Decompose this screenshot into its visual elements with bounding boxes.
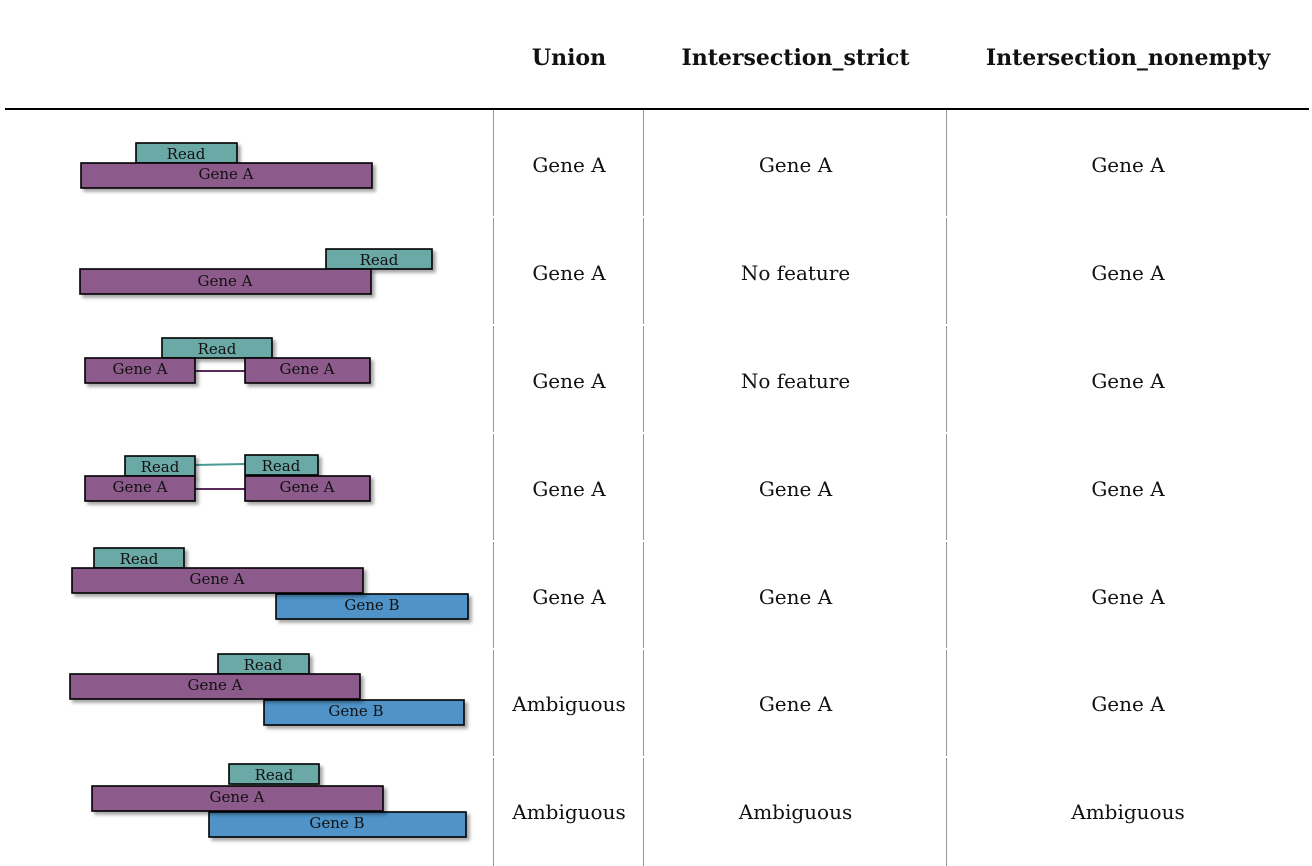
gene-b-label: Gene B (309, 814, 364, 832)
row-gap (480, 756, 1312, 758)
gene-a-label: Gene A (188, 676, 243, 694)
row-gap (480, 324, 1312, 326)
cell-strict: Gene A (758, 477, 833, 501)
cell-union: Gene A (532, 477, 606, 501)
read-box (161, 337, 273, 359)
diagram-row-3: Read Gene A Gene A (84, 337, 371, 384)
read-junction-line (194, 463, 246, 466)
read-box (228, 763, 320, 785)
diagram-row-7: Gene B Read Gene A (91, 763, 467, 838)
gene-b-label: Gene B (344, 596, 399, 614)
gene-a-label: Gene A (113, 478, 168, 496)
header-intersection-nonempty: Intersection_nonempty (985, 45, 1271, 71)
gene-a-exon-2 (244, 357, 371, 384)
gene-a-label: Gene A (199, 165, 254, 183)
gene-a-label: Gene A (210, 788, 265, 806)
gene-b-box (208, 811, 467, 838)
read-box (325, 248, 433, 270)
read-label: Read (198, 340, 237, 358)
diagram-row-2: Read Gene A (79, 248, 433, 295)
cell-nonempty: Gene A (1091, 261, 1165, 285)
cell-union: Gene A (532, 261, 606, 285)
cell-strict: Ambiguous (738, 800, 853, 824)
read-label: Read (262, 457, 301, 475)
gene-a-box (79, 268, 372, 295)
header-rule (5, 108, 1309, 110)
cell-strict: Gene A (758, 692, 833, 716)
row-gap (480, 216, 1312, 218)
cell-nonempty: Gene A (1091, 153, 1165, 177)
header-union: Union (531, 45, 607, 71)
row-gap (480, 432, 1312, 434)
gene-a-box (80, 162, 373, 189)
diagram-row-5: Gene B Read Gene A (71, 547, 469, 620)
header-intersection-strict: Intersection_strict (681, 45, 910, 71)
cell-union: Ambiguous (512, 692, 626, 716)
cell-nonempty: Gene A (1091, 369, 1165, 393)
cell-strict: Gene A (758, 585, 833, 609)
column-divider (643, 110, 644, 866)
read-label: Read (167, 145, 206, 163)
read-label: Read (255, 766, 294, 784)
cell-strict: No feature (740, 369, 851, 393)
cell-nonempty: Gene A (1091, 585, 1165, 609)
read-label: Read (141, 458, 180, 476)
read-label: Read (244, 656, 283, 674)
gene-a-label: Gene A (190, 570, 245, 588)
gene-a-exon-1 (84, 357, 196, 384)
diagram-row-4: Read Read Gene A Gene A (84, 454, 371, 502)
cell-union: Ambiguous (512, 800, 626, 824)
cell-union: Gene A (532, 153, 606, 177)
gene-a-box (91, 785, 384, 812)
gene-a-label: Gene A (280, 478, 335, 496)
gene-a-box (71, 567, 364, 594)
cell-union: Gene A (532, 585, 606, 609)
gene-b-box (275, 593, 469, 620)
cell-strict: No feature (740, 261, 851, 285)
cell-nonempty: Gene A (1091, 477, 1165, 501)
gene-a-label: Gene A (198, 272, 253, 290)
gene-a-label: Gene A (113, 360, 168, 378)
cell-union: Gene A (532, 369, 606, 393)
overlap-diagrams: Read Gene A Read Gene A Read Gene A Gene… (69, 142, 469, 838)
column-divider (946, 110, 947, 866)
diagram-row-6: Gene B Read Gene A (69, 653, 465, 726)
read-box (244, 454, 319, 476)
cell-nonempty: Ambiguous (1071, 800, 1185, 824)
gene-a-box (69, 673, 361, 700)
gene-a-exon-1 (84, 475, 196, 502)
diagram-row-1: Read Gene A (80, 142, 373, 189)
gene-a-exon-2 (244, 475, 371, 502)
gene-a-label: Gene A (280, 360, 335, 378)
gene-b-box (263, 699, 465, 726)
row-gap (480, 540, 1312, 542)
cell-nonempty: Gene A (1091, 692, 1165, 716)
row-gap (480, 648, 1312, 650)
gene-b-label: Gene B (328, 702, 383, 720)
cell-strict: Gene A (758, 153, 833, 177)
column-divider (493, 110, 494, 866)
read-label: Read (360, 251, 399, 269)
read-label: Read (120, 550, 159, 568)
